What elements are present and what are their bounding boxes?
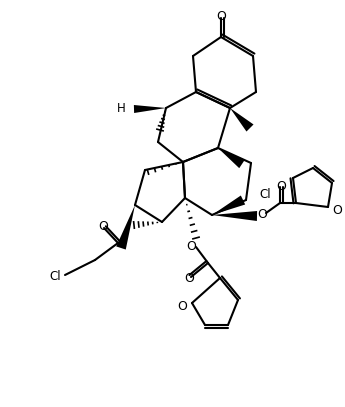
Polygon shape: [212, 195, 245, 215]
Text: H: H: [117, 101, 126, 114]
Polygon shape: [230, 108, 254, 131]
Text: O: O: [332, 204, 342, 217]
Polygon shape: [218, 148, 245, 168]
Polygon shape: [212, 211, 257, 221]
Text: O: O: [186, 239, 196, 252]
Polygon shape: [134, 105, 166, 113]
Text: O: O: [98, 219, 108, 232]
Text: O: O: [177, 300, 187, 313]
Text: Cl: Cl: [259, 188, 270, 201]
Text: O: O: [257, 208, 267, 221]
Polygon shape: [116, 205, 135, 249]
Text: O: O: [184, 273, 194, 285]
Text: Cl: Cl: [49, 271, 61, 284]
Text: O: O: [276, 179, 286, 193]
Text: O: O: [216, 11, 226, 24]
